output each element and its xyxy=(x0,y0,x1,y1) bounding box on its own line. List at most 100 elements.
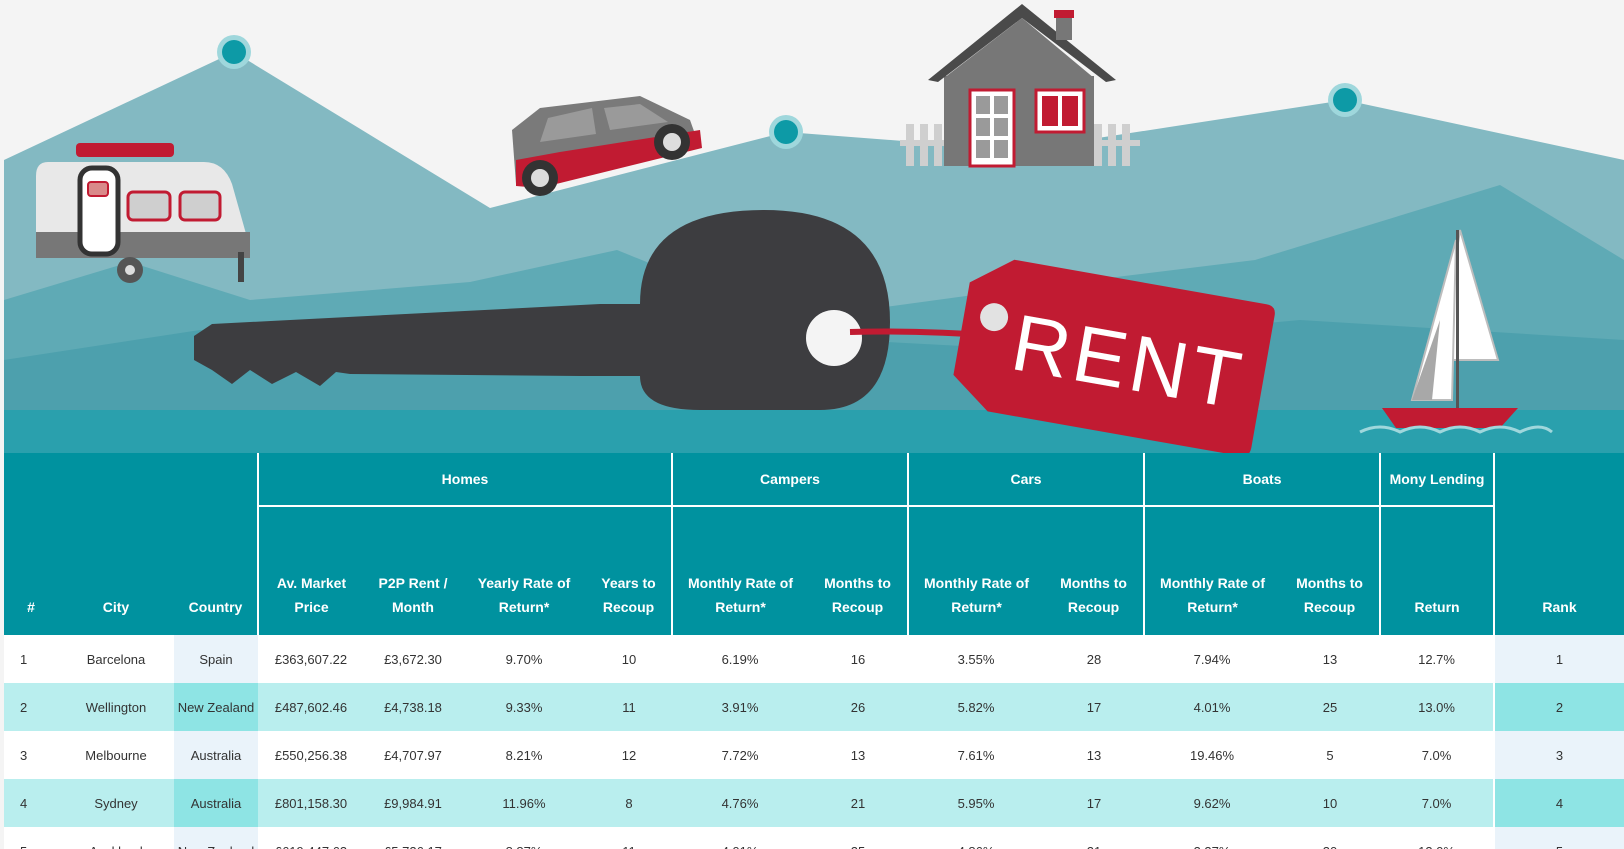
col-header-city: City xyxy=(58,506,174,635)
cell-campers-return: 3.91% xyxy=(672,683,808,731)
cell-lending-return: 12.7% xyxy=(1380,635,1495,683)
cell-years-recoup: 11 xyxy=(586,827,672,849)
group-rank-blank xyxy=(1493,453,1624,506)
group-boats: Boats xyxy=(1143,453,1381,507)
cell-p2p-rent: £4,707.97 xyxy=(364,731,462,779)
cell-yearly-return: 9.33% xyxy=(462,683,586,731)
cell-years-recoup: 10 xyxy=(586,635,672,683)
cell-cars-recoup: 21 xyxy=(1044,827,1145,849)
cell-campers-recoup: 21 xyxy=(808,779,909,827)
col-header-boats-return: Monthly Rate of Return* xyxy=(1143,506,1281,635)
cell-number: 4 xyxy=(4,779,58,827)
cell-number: 5 xyxy=(4,827,58,849)
col-header-market-price: Av. Market Price xyxy=(257,506,364,635)
table-row: 5 Auckland New Zealand £619,447.63 £5,72… xyxy=(4,827,1624,849)
sailboat-icon xyxy=(1359,229,1553,434)
car-icon xyxy=(512,96,702,196)
cell-rank: 1 xyxy=(1493,635,1624,683)
cell-city: Auckland xyxy=(58,827,174,849)
rental-returns-table: Homes Campers Cars Boats Mony Lending # … xyxy=(4,453,1624,849)
cell-boats-recoup: 25 xyxy=(1280,683,1381,731)
cell-market-price: £619,447.63 xyxy=(258,827,364,849)
cell-campers-recoup: 26 xyxy=(808,683,909,731)
cell-market-price: £363,607.22 xyxy=(258,635,364,683)
cell-boats-return: 4.01% xyxy=(1144,683,1281,731)
rent-tag: RENT xyxy=(953,259,1275,453)
table-row: 2 Wellington New Zealand £487,602.46 £4,… xyxy=(4,683,1624,731)
col-header-rank: Rank xyxy=(1493,506,1624,635)
col-header-country: Country xyxy=(174,506,258,635)
cell-years-recoup: 8 xyxy=(586,779,672,827)
cell-cars-recoup: 13 xyxy=(1044,731,1145,779)
cell-campers-return: 4.76% xyxy=(672,779,808,827)
cell-market-price: £550,256.38 xyxy=(258,731,364,779)
cell-number: 2 xyxy=(4,683,58,731)
cell-boats-return: 7.94% xyxy=(1144,635,1281,683)
cell-market-price: £487,602.46 xyxy=(258,683,364,731)
cell-lending-return: 7.0% xyxy=(1380,779,1495,827)
col-header-campers-recoup: Months to Recoup xyxy=(808,506,909,635)
table-row: 4 Sydney Australia £801,158.30 £9,984.91… xyxy=(4,779,1624,827)
cell-rank: 5 xyxy=(1493,827,1624,849)
cell-boats-recoup: 5 xyxy=(1280,731,1381,779)
cell-boats-recoup: 10 xyxy=(1280,779,1381,827)
group-homes: Homes xyxy=(257,453,672,507)
cell-cars-return: 4.86% xyxy=(908,827,1045,849)
rent-banner-illustration: RENT xyxy=(4,4,1624,453)
cell-cars-return: 5.95% xyxy=(908,779,1045,827)
col-header-boats-recoup: Months to Recoup xyxy=(1280,506,1381,635)
cell-p2p-rent: £9,984.91 xyxy=(364,779,462,827)
cell-cars-return: 5.82% xyxy=(908,683,1045,731)
cell-number: 1 xyxy=(4,635,58,683)
cell-country: Spain xyxy=(174,635,258,683)
cell-rank: 2 xyxy=(1493,683,1624,731)
water-band xyxy=(4,410,1624,453)
cell-cars-recoup: 17 xyxy=(1044,779,1145,827)
col-header-number: # xyxy=(4,506,58,635)
cell-yearly-return: 11.96% xyxy=(462,779,586,827)
cell-lending-return: 7.0% xyxy=(1380,731,1495,779)
cell-campers-return: 4.01% xyxy=(672,827,808,849)
cell-boats-return: 19.46% xyxy=(1144,731,1281,779)
house-icon xyxy=(900,4,1140,168)
col-header-p2p-rent: P2P Rent / Month xyxy=(364,506,462,635)
cell-number: 3 xyxy=(4,731,58,779)
cell-rank: 3 xyxy=(1493,731,1624,779)
cell-p2p-rent: £4,738.18 xyxy=(364,683,462,731)
cell-campers-recoup: 25 xyxy=(808,827,909,849)
cell-city: Barcelona xyxy=(58,635,174,683)
col-header-years-recoup: Years to Recoup xyxy=(586,506,672,635)
cell-lending-return: 13.0% xyxy=(1380,827,1495,849)
cell-boats-return: 3.37% xyxy=(1144,827,1281,849)
group-lending: Mony Lending xyxy=(1379,453,1495,507)
cell-country: Australia xyxy=(174,779,258,827)
cell-cars-recoup: 28 xyxy=(1044,635,1145,683)
col-header-yearly-return: Yearly Rate of Return* xyxy=(462,506,586,635)
cell-cars-return: 7.61% xyxy=(908,731,1045,779)
col-header-lending-return: Return xyxy=(1379,506,1495,635)
cell-boats-recoup: 30 xyxy=(1280,827,1381,849)
cell-campers-return: 6.19% xyxy=(672,635,808,683)
table-row: 3 Melbourne Australia £550,256.38 £4,707… xyxy=(4,731,1624,779)
key-icon xyxy=(194,210,890,410)
cell-p2p-rent: £5,726.17 xyxy=(364,827,462,849)
cell-yearly-return: 8.21% xyxy=(462,731,586,779)
cell-boats-return: 9.62% xyxy=(1144,779,1281,827)
cell-years-recoup: 12 xyxy=(586,731,672,779)
group-campers: Campers xyxy=(670,453,909,507)
cell-cars-return: 3.55% xyxy=(908,635,1045,683)
col-header-cars-return: Monthly Rate of Return* xyxy=(907,506,1045,635)
column-header-row: # City Country Av. Market Price P2P Rent… xyxy=(4,506,1624,635)
cell-city: Wellington xyxy=(58,683,174,731)
peak-markers xyxy=(217,35,1362,149)
cell-yearly-return: 9.70% xyxy=(462,635,586,683)
cell-rank: 4 xyxy=(1493,779,1624,827)
cell-campers-recoup: 16 xyxy=(808,635,909,683)
cell-country: New Zealand xyxy=(174,683,258,731)
group-blank xyxy=(4,453,258,506)
col-header-campers-return: Monthly Rate of Return* xyxy=(671,506,808,635)
table-row: 1 Barcelona Spain £363,607.22 £3,672.30 … xyxy=(4,635,1624,683)
cell-country: Australia xyxy=(174,731,258,779)
cell-country: New Zealand xyxy=(174,827,258,849)
